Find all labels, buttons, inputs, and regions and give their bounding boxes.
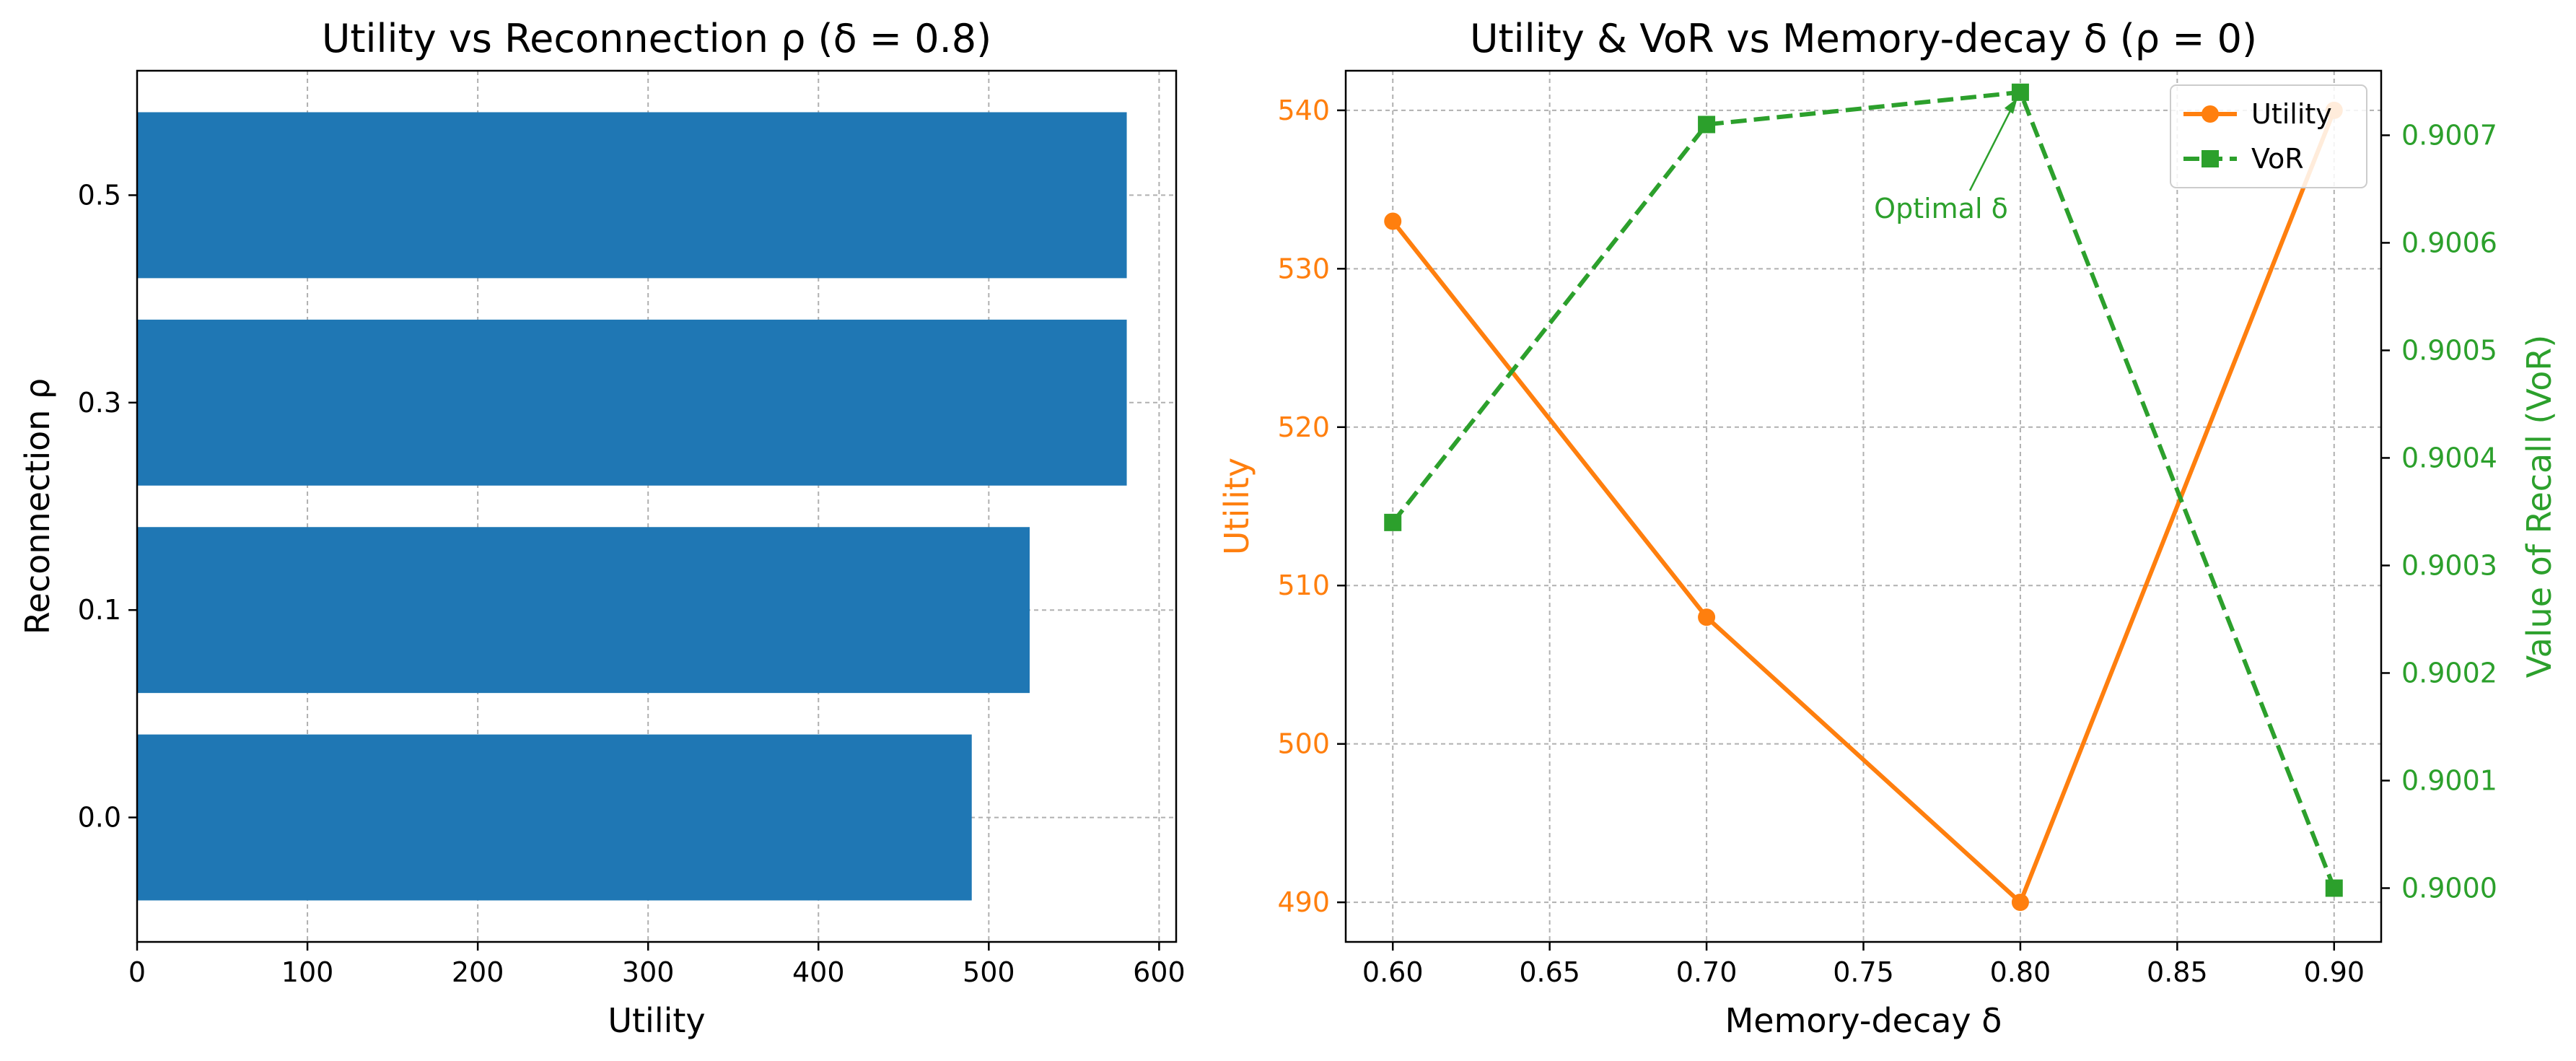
x-tick-label: 0.90 (2303, 956, 2365, 988)
x-tick-label: 0.85 (2147, 956, 2208, 988)
data-point-vor (1698, 115, 1716, 134)
x-tick-label: 0.60 (1362, 956, 1424, 988)
annotation-arrow (1968, 102, 2016, 191)
y-tick-label: 0.0 (78, 802, 121, 834)
chart-title: Utility & VoR vs Memory-decay δ (ρ = 0) (1470, 16, 2257, 61)
data-point-vor (1384, 513, 1402, 531)
y-tick-label-right: 0.9003 (2401, 549, 2497, 581)
legend-label-utility: Utility (2251, 98, 2332, 130)
legend-marker-utility (2202, 105, 2219, 123)
x-tick-label: 0.80 (1990, 956, 2051, 988)
y-tick-label-left: 540 (1277, 95, 1330, 126)
annotation-label: Optimal δ (1874, 193, 2008, 224)
y-tick-label-left: 520 (1277, 411, 1330, 443)
y-tick-label-left: 500 (1277, 728, 1330, 760)
y-axis-label-left: Utility (1217, 458, 1256, 555)
annotation-arrowhead (2004, 97, 2018, 114)
y-tick-label-right: 0.9002 (2401, 657, 2497, 689)
data-point-utility (2011, 894, 2029, 912)
y-tick-label-right: 0.9000 (2401, 872, 2497, 904)
y-axis-label: Reconnection ρ (18, 378, 57, 634)
y-tick-label-right: 0.9007 (2401, 119, 2497, 151)
data-point-utility (1698, 608, 1716, 626)
x-tick-label: 0.65 (1519, 956, 1580, 988)
y-tick-label-right: 0.9005 (2401, 334, 2497, 366)
bar (137, 319, 1127, 486)
y-tick-label: 0.3 (78, 387, 121, 419)
x-axis-label: Memory-decay δ (1725, 1001, 2002, 1040)
y-tick-label: 0.1 (78, 594, 121, 626)
y-tick-label-left: 510 (1277, 569, 1330, 601)
y-tick-label-right: 0.9004 (2401, 442, 2497, 473)
series-line-utility (1390, 109, 2336, 905)
x-axis-label: Utility (608, 1001, 705, 1040)
chart-title: Utility vs Reconnection ρ (δ = 0.8) (322, 16, 991, 61)
y-tick-label-right: 0.9006 (2401, 227, 2497, 258)
bar (137, 734, 972, 901)
y-tick-label-left: 530 (1277, 253, 1330, 284)
legend-marker-vor (2202, 150, 2219, 167)
series-line-vor (1390, 89, 2336, 889)
legend-label-vor: VoR (2251, 143, 2304, 175)
y-tick-label: 0.5 (78, 179, 121, 211)
x-tick-label: 200 (452, 956, 504, 988)
y-axis-label-right: Value of Recall (VoR) (2520, 335, 2559, 678)
x-tick-label: 0.75 (1833, 956, 1894, 988)
axes-frame (136, 69, 1178, 943)
x-tick-label: 400 (792, 956, 845, 988)
x-tick-label: 300 (622, 956, 675, 988)
data-point-vor (2325, 879, 2343, 897)
legend-box (2170, 84, 2367, 188)
x-tick-label: 0 (128, 956, 146, 988)
data-point-vor (2011, 83, 2029, 101)
x-tick-label: 500 (963, 956, 1015, 988)
bar (137, 112, 1127, 279)
x-tick-label: 100 (281, 956, 334, 988)
x-tick-label: 600 (1133, 956, 1186, 988)
data-point-utility (1384, 212, 1402, 230)
y-tick-label-right: 0.9001 (2401, 764, 2497, 796)
x-tick-label: 0.70 (1676, 956, 1738, 988)
y-tick-label-left: 490 (1277, 886, 1330, 918)
bar (137, 527, 1030, 694)
